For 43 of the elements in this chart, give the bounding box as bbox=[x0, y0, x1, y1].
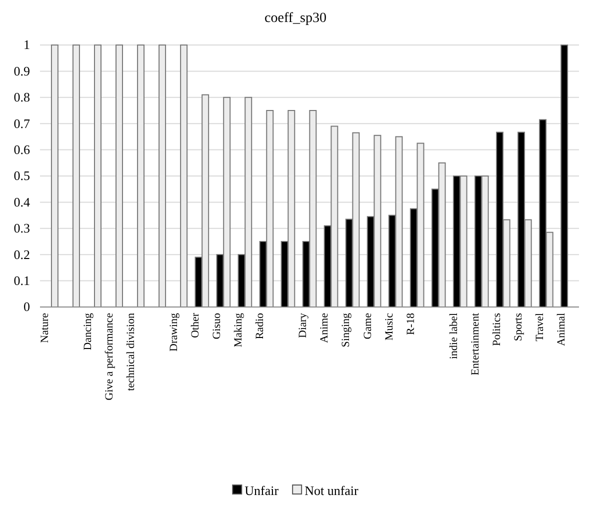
y-tick-label: 0.9 bbox=[14, 63, 30, 78]
x-tick-label: Radio bbox=[254, 312, 266, 340]
x-tick-label: technical division bbox=[125, 312, 138, 391]
x-tick-label: Travel bbox=[534, 313, 546, 342]
bar bbox=[116, 44, 123, 308]
bar bbox=[560, 44, 568, 308]
x-tick-label: Politics bbox=[490, 313, 503, 346]
bar bbox=[180, 44, 188, 308]
y-tick-label: 0.1 bbox=[14, 272, 30, 288]
legend-label: Not unfair bbox=[304, 483, 360, 498]
x-tick-label: R-18 bbox=[404, 312, 417, 335]
x-tick-label: Diary bbox=[297, 312, 310, 338]
x-tick-label: Entertainment bbox=[469, 313, 482, 376]
bar bbox=[50, 44, 58, 308]
x-tick-label: Music bbox=[383, 312, 396, 340]
y-tick-label: 0.4 bbox=[14, 194, 30, 210]
x-tick-label: Give a performance bbox=[104, 312, 116, 400]
y-tick-label: 1 bbox=[24, 37, 30, 52]
chart-title: coeff_sp30 bbox=[264, 11, 326, 26]
bar bbox=[158, 44, 166, 308]
y-tick-label: 0.3 bbox=[14, 220, 30, 236]
x-tick-label: Drawing bbox=[168, 312, 180, 352]
y-tick-label: 0 bbox=[24, 299, 30, 314]
y-tick-label: 0.2 bbox=[14, 246, 30, 262]
x-tick-label: Sports bbox=[512, 313, 524, 342]
bar bbox=[94, 44, 102, 308]
x-tick-label: Nature bbox=[38, 312, 51, 343]
x-tick-label: Animal bbox=[555, 313, 568, 346]
x-tick-label: Making bbox=[232, 312, 245, 348]
y-tick-label: 0.7 bbox=[14, 116, 30, 131]
bar bbox=[137, 44, 145, 308]
legend-label: Unfair bbox=[244, 483, 280, 498]
bar bbox=[72, 44, 80, 308]
x-tick-label: Other bbox=[190, 312, 202, 338]
x-tick-label: Game bbox=[362, 312, 374, 340]
x-tick-label: Dancing bbox=[82, 312, 94, 350]
x-tick-label: Gisuo bbox=[211, 312, 224, 340]
y-tick-label: 0.8 bbox=[14, 90, 30, 105]
x-tick-label: indie label bbox=[448, 313, 460, 360]
y-tick-label: 0.5 bbox=[14, 168, 30, 184]
x-tick-label: Anime bbox=[318, 312, 331, 343]
x-tick-label: Singing bbox=[340, 312, 352, 348]
y-tick-label: 0.6 bbox=[14, 142, 30, 157]
